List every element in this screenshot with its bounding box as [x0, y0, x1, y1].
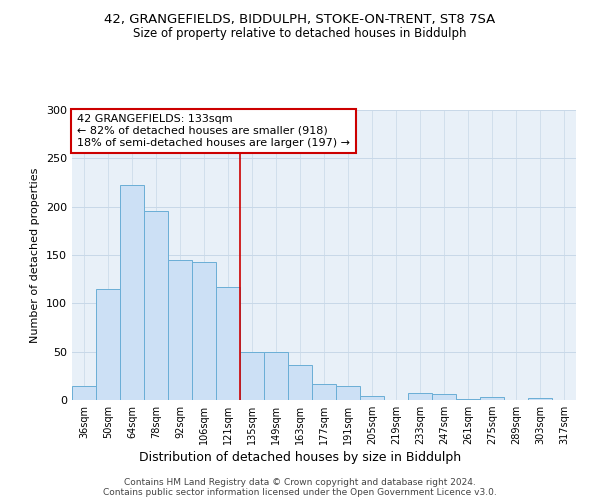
Text: Contains public sector information licensed under the Open Government Licence v3: Contains public sector information licen… [103, 488, 497, 497]
Bar [120, 186, 144, 400]
Bar [192, 262, 216, 400]
Text: 42, GRANGEFIELDS, BIDDULPH, STOKE-ON-TRENT, ST8 7SA: 42, GRANGEFIELDS, BIDDULPH, STOKE-ON-TRE… [104, 12, 496, 26]
Bar [144, 210, 168, 400]
Text: 42 GRANGEFIELDS: 133sqm
← 82% of detached houses are smaller (918)
18% of semi-d: 42 GRANGEFIELDS: 133sqm ← 82% of detache… [77, 114, 350, 148]
Bar [288, 365, 312, 400]
Bar [528, 398, 552, 400]
Bar [408, 393, 432, 400]
Bar [216, 287, 240, 400]
Y-axis label: Number of detached properties: Number of detached properties [31, 168, 40, 342]
Bar [360, 396, 384, 400]
Text: Size of property relative to detached houses in Biddulph: Size of property relative to detached ho… [133, 28, 467, 40]
Bar [264, 352, 288, 400]
Text: Contains HM Land Registry data © Crown copyright and database right 2024.: Contains HM Land Registry data © Crown c… [124, 478, 476, 487]
Bar [96, 289, 120, 400]
Bar [432, 394, 456, 400]
Bar [456, 399, 480, 400]
Text: Distribution of detached houses by size in Biddulph: Distribution of detached houses by size … [139, 451, 461, 464]
Bar [480, 397, 504, 400]
Bar [312, 384, 336, 400]
Bar [168, 260, 192, 400]
Bar [72, 386, 96, 400]
Bar [240, 352, 264, 400]
Bar [336, 386, 360, 400]
